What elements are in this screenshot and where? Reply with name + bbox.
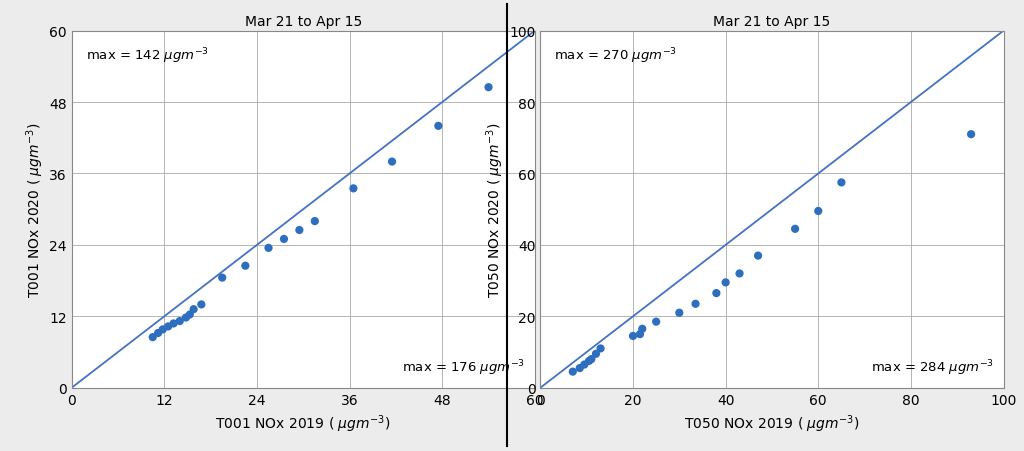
Point (155, 326, 171, 333)
Point (786, 226, 803, 233)
Text: max = 176 $\mu g m^{-3}$: max = 176 $\mu g m^{-3}$ (402, 358, 525, 377)
Point (634, 326, 650, 333)
Title: Mar 21 to Apr 15: Mar 21 to Apr 15 (245, 15, 361, 29)
Point (194, 301, 210, 308)
Point (166, 320, 182, 327)
X-axis label: T001 NOx 2019 ( $\mu g m^{-3}$): T001 NOx 2019 ( $\mu g m^{-3}$) (215, 412, 391, 434)
Point (632, 331, 648, 338)
Point (571, 365, 588, 372)
Point (214, 274, 230, 281)
Point (185, 306, 202, 313)
Point (750, 253, 766, 260)
X-axis label: T050 NOx 2019 ( $\mu g m^{-3}$): T050 NOx 2019 ( $\mu g m^{-3}$) (684, 412, 860, 434)
Point (384, 159, 400, 166)
Point (731, 270, 748, 277)
Point (480, 84, 497, 92)
Point (593, 345, 609, 352)
Point (160, 323, 176, 330)
Y-axis label: T050 NOx 2020 ( $\mu g m^{-3}$): T050 NOx 2020 ( $\mu g m^{-3}$) (484, 122, 506, 297)
Point (588, 350, 604, 358)
Text: max = 142 $\mu g m^{-3}$: max = 142 $\mu g m^{-3}$ (86, 46, 209, 65)
Point (709, 290, 725, 297)
Point (834, 179, 850, 187)
Point (718, 279, 734, 286)
Text: max = 284 $\mu g m^{-3}$: max = 284 $\mu g m^{-3}$ (871, 358, 994, 377)
Point (238, 262, 254, 270)
Point (671, 309, 687, 317)
Text: max = 270 $\mu g m^{-3}$: max = 270 $\mu g m^{-3}$ (554, 46, 678, 65)
Point (291, 227, 307, 234)
Point (963, 131, 979, 138)
Point (687, 300, 703, 308)
Point (172, 318, 188, 325)
Point (150, 330, 166, 337)
Point (583, 356, 599, 363)
Point (181, 311, 198, 318)
Point (430, 123, 446, 130)
Point (345, 185, 361, 193)
Title: Mar 21 to Apr 15: Mar 21 to Apr 15 (714, 15, 830, 29)
Point (144, 334, 161, 341)
Point (260, 245, 276, 252)
Point (625, 332, 641, 340)
Point (810, 208, 826, 215)
Point (306, 218, 323, 225)
Point (648, 318, 665, 326)
Point (178, 314, 195, 322)
Y-axis label: T001 NOx 2020 ( $\mu g m^{-3}$): T001 NOx 2020 ( $\mu g m^{-3}$) (25, 122, 46, 297)
Point (564, 368, 581, 375)
Point (577, 361, 593, 368)
Point (275, 236, 292, 243)
Point (581, 358, 597, 365)
